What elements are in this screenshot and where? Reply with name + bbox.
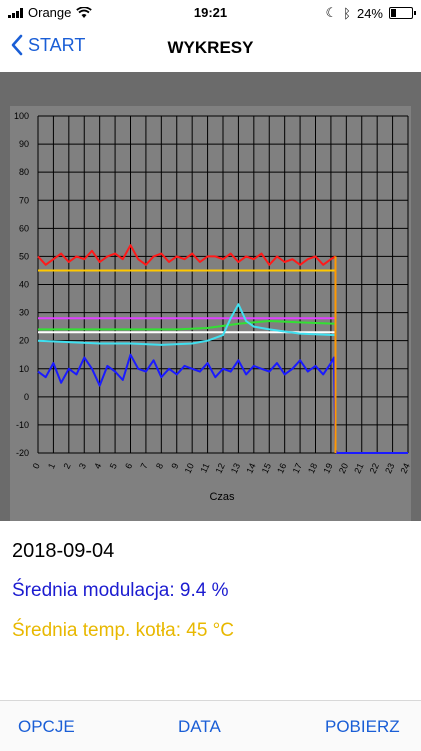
y-tick-label-4: 20 bbox=[19, 336, 29, 346]
x-tick-labels: 0 1 2 3 4 5 6 7 8 9 10 11 12 13 14 15 16 17 18 19 20 21 22 23 24 bbox=[31, 462, 412, 475]
battery-icon bbox=[389, 7, 416, 19]
x-tick-label-7: 7 bbox=[139, 462, 150, 471]
y-tick-labels: -20 -10 0 10 20 30 40 50 60 70 80 90 100 bbox=[14, 111, 29, 458]
x-tick-label-6: 6 bbox=[123, 462, 134, 471]
x-tick-label-21: 21 bbox=[352, 462, 365, 475]
chevron-left-icon bbox=[11, 34, 23, 56]
y-tick-label-12: 100 bbox=[14, 111, 29, 121]
y-tick-label-10: 80 bbox=[19, 167, 29, 177]
x-tick-label-22: 22 bbox=[368, 462, 381, 475]
x-tick-label-13: 13 bbox=[229, 462, 242, 475]
x-tick-label-15: 15 bbox=[260, 462, 273, 475]
back-label: START bbox=[28, 34, 86, 55]
y-tick-label-7: 50 bbox=[19, 251, 29, 261]
bluetooth-icon: ᛒ bbox=[343, 5, 351, 21]
series-group bbox=[37, 244, 408, 454]
y-tick-label-6: 40 bbox=[19, 280, 29, 290]
x-tick-label-2: 2 bbox=[61, 462, 72, 471]
y-tick-label-3: 10 bbox=[19, 364, 29, 374]
x-tick-label-23: 23 bbox=[383, 462, 396, 475]
plot-background bbox=[10, 106, 411, 521]
x-tick-label-1: 1 bbox=[46, 462, 57, 471]
fetch-button[interactable]: POBIERZ bbox=[325, 717, 400, 736]
x-tick-label-16: 16 bbox=[275, 462, 288, 475]
series-line-5 bbox=[37, 303, 336, 346]
date-button[interactable]: DATA bbox=[178, 717, 221, 736]
navigation-bar: START WYKRESY bbox=[0, 26, 421, 70]
x-tick-label-3: 3 bbox=[77, 462, 88, 471]
carrier-name: Orange bbox=[28, 5, 72, 20]
average-modulation: Średnia modulacja: 9.4 % bbox=[12, 580, 229, 601]
bottom-toolbar: OPCJE DATA POBIERZ bbox=[0, 700, 421, 751]
x-tick-label-0: 0 bbox=[31, 462, 42, 471]
x-tick-label-17: 17 bbox=[291, 462, 304, 475]
y-tick-label-11: 90 bbox=[19, 139, 29, 149]
status-right: ☾ ᛒ 24% bbox=[325, 5, 416, 21]
wifi-icon bbox=[76, 6, 93, 18]
x-tick-label-5: 5 bbox=[108, 462, 119, 471]
moon-icon: ☾ bbox=[325, 5, 338, 20]
page-title: WYKRESY bbox=[167, 38, 254, 57]
status-time: 19:21 bbox=[193, 5, 228, 20]
y-tick-label-0: -20 bbox=[16, 448, 29, 458]
x-tick-label-12: 12 bbox=[214, 462, 227, 475]
x-tick-label-18: 18 bbox=[306, 462, 319, 475]
status-bar: Orange 19:21 ☾ ᛒ 24% bbox=[0, 0, 421, 26]
x-tick-label-8: 8 bbox=[154, 462, 165, 471]
x-tick-label-11: 11 bbox=[198, 462, 211, 475]
battery-percent: 24% bbox=[356, 5, 383, 21]
y-tick-label-1: -10 bbox=[16, 420, 29, 430]
y-tick-label-8: 60 bbox=[19, 223, 29, 233]
x-tick-label-10: 10 bbox=[183, 462, 196, 475]
average-boiler-temp: Średnia temp. kotła: 45 °C bbox=[12, 620, 234, 641]
series-line-6 bbox=[37, 353, 408, 454]
x-axis-label: Czas bbox=[209, 491, 235, 503]
options-button[interactable]: OPCJE bbox=[18, 717, 75, 736]
y-tick-label-9: 70 bbox=[19, 195, 29, 205]
x-tick-label-9: 9 bbox=[169, 462, 180, 471]
x-tick-label-4: 4 bbox=[92, 462, 103, 471]
series-line-3 bbox=[38, 320, 336, 331]
y-tick-label-2: 0 bbox=[24, 392, 29, 402]
back-button[interactable]: START bbox=[10, 34, 85, 56]
x-tick-label-19: 19 bbox=[321, 462, 334, 475]
signal-icon bbox=[8, 7, 23, 18]
series-line-0 bbox=[37, 244, 337, 266]
status-left: Orange bbox=[8, 5, 93, 20]
y-tick-label-5: 30 bbox=[19, 308, 29, 318]
x-tick-label-20: 20 bbox=[337, 462, 350, 475]
x-tick-label-24: 24 bbox=[399, 462, 412, 475]
x-tick-label-14: 14 bbox=[244, 462, 257, 475]
selected-date: 2018-09-04 bbox=[12, 540, 115, 562]
